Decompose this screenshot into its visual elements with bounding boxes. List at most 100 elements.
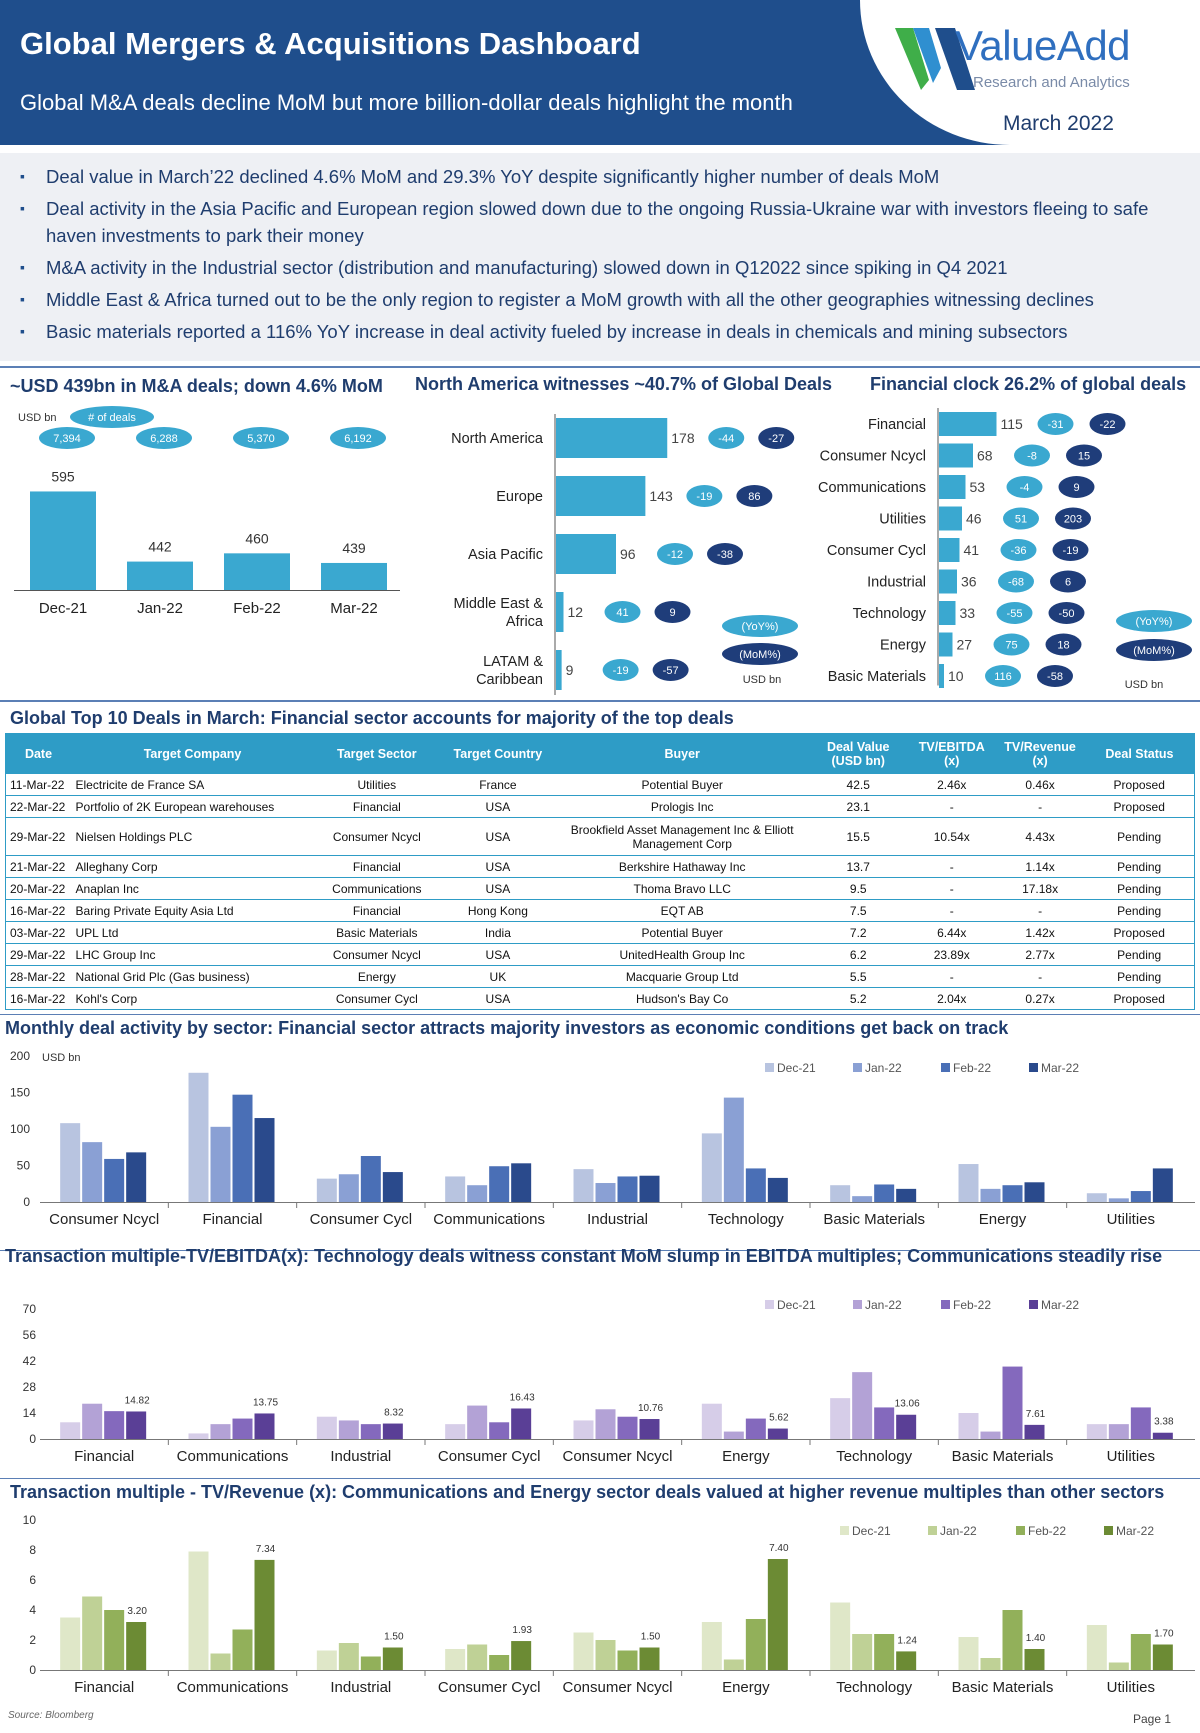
highlight-item: Middle East & Africa turned out to be th…: [20, 286, 1180, 313]
column-header: TV/Revenue (x): [995, 733, 1085, 774]
yoy-label: -36: [1011, 545, 1027, 557]
deal-count-badge: [330, 427, 386, 449]
category-label: Consumer Ncycl: [562, 1679, 672, 1696]
data-label: 12: [568, 604, 584, 620]
column-header: Target Sector: [313, 733, 441, 774]
bar: [573, 1169, 594, 1202]
data-label: 53: [970, 479, 986, 495]
category-label: Middle East &: [454, 596, 544, 612]
table-cell: -: [907, 855, 996, 878]
data-label: 96: [620, 546, 636, 562]
table-cell: Financial: [313, 855, 441, 878]
ebitda-multiples-chart: 0 14 28 42 56 70 14.82 Financial 13.75 Communicat…: [23, 1298, 1195, 1465]
revenue-title: Transaction multiple - TV/Revenue (x): C…: [10, 1482, 1165, 1502]
column-header: TV/EBITDA (x): [907, 733, 997, 774]
yoy-label: 41: [616, 607, 628, 619]
bar: [939, 632, 953, 657]
category-label: Utilities: [879, 512, 926, 528]
category-label: Technology: [853, 606, 927, 622]
bar: [896, 1414, 917, 1439]
table-cell: Communications: [313, 877, 441, 900]
mom-bubble: [1037, 665, 1073, 687]
bar: [556, 592, 564, 632]
bar: [874, 1184, 895, 1202]
table-cell: Prologis Inc: [555, 795, 809, 818]
table-cell: Nielsen Holdings PLC: [71, 817, 314, 856]
category-label: Communications: [433, 1211, 545, 1228]
bar: [445, 1649, 466, 1670]
table-cell: -: [907, 877, 996, 900]
mom-label: 9: [669, 607, 675, 619]
mom-label: -58: [1047, 671, 1063, 683]
legend-label: Feb-22: [1028, 1524, 1066, 1538]
page-title: Global Mergers & Acquisitions Dashboard: [20, 26, 641, 61]
region-title: North America witnesses ~40.7% of Global…: [415, 374, 832, 394]
data-label: 595: [51, 468, 75, 484]
column-header: Target Company: [71, 733, 315, 774]
bar: [830, 1602, 851, 1670]
data-label: 13.75: [253, 1397, 278, 1408]
table-cell: Consumer Ncycl: [313, 817, 441, 856]
bar: [723, 1097, 744, 1202]
y-tick-label: 2: [29, 1633, 36, 1647]
bar: [617, 1176, 638, 1202]
bar: [316, 1650, 337, 1670]
legend-swatch: [1029, 1300, 1038, 1309]
data-label: 1.70: [1154, 1629, 1174, 1640]
mom-bubble: [1045, 633, 1082, 656]
bar: [489, 1422, 510, 1439]
table-cell: 21-Mar-22: [5, 855, 72, 878]
bar: [874, 1407, 895, 1439]
column-header: Target Country: [439, 733, 557, 774]
bar: [852, 1372, 873, 1439]
bar: [445, 1424, 466, 1439]
legend-label: Jan-22: [865, 1061, 902, 1075]
bar: [617, 1416, 638, 1439]
yoy-label: -19: [696, 491, 712, 503]
data-label: 7.40: [769, 1543, 789, 1554]
category-label: Energy: [722, 1679, 770, 1696]
table-cell: National Grid Plc (Gas business): [71, 965, 314, 988]
bar: [511, 1163, 532, 1202]
bar: [639, 1175, 660, 1202]
bar: [874, 1634, 895, 1670]
sector-activity-title: Monthly deal activity by sector: Financi…: [5, 1018, 1009, 1038]
category-label: Utilities: [1107, 1211, 1155, 1228]
data-label: 13.06: [895, 1399, 920, 1410]
mom-legend-label: (MoM%): [739, 649, 781, 661]
mom-legend-badge: [1116, 639, 1192, 661]
mom-label: -27: [768, 433, 784, 445]
bar: [254, 1413, 275, 1439]
table-cell: Pending: [1084, 817, 1195, 856]
bar: [573, 1632, 594, 1670]
legend-label: Mar-22: [1041, 1298, 1079, 1312]
table-cell: Anaplan Inc: [71, 877, 314, 900]
mom-bubble: [1058, 476, 1095, 498]
yoy-bubble: [686, 485, 723, 507]
table-cell: Proposed: [1084, 795, 1195, 818]
bar: [210, 1126, 231, 1202]
bar: [1108, 1662, 1129, 1670]
category-label: Basic Materials: [823, 1211, 925, 1228]
top-deals-table: Date Target Company Target Sector Target…: [4, 733, 1196, 1010]
deal-count-badge: [136, 427, 192, 449]
category-label: Basic Materials: [828, 669, 926, 685]
category-label: LATAM &: [483, 654, 543, 670]
bar: [224, 553, 290, 590]
table-cell: 16-Mar-22: [5, 987, 72, 1010]
table-cell: 15.5: [808, 817, 908, 856]
y-tick-label: 0: [29, 1663, 36, 1677]
bar: [1130, 1407, 1151, 1439]
y-tick-label: 42: [23, 1354, 37, 1368]
yoy-label: -44: [718, 433, 734, 445]
category-label: Consumer Ncycl: [820, 449, 926, 465]
y-tick-label: 28: [23, 1380, 37, 1394]
table-cell: 2.46x: [907, 773, 996, 796]
table-cell: 42.5: [808, 773, 908, 796]
table-cell: 6.2: [808, 943, 908, 966]
table-cell: France: [440, 773, 556, 796]
mom-bubble: [1089, 413, 1126, 435]
table-cell: 11-Mar-22: [5, 773, 72, 796]
table-cell: 23.1: [808, 795, 908, 818]
legend-label: Feb-22: [953, 1298, 991, 1312]
